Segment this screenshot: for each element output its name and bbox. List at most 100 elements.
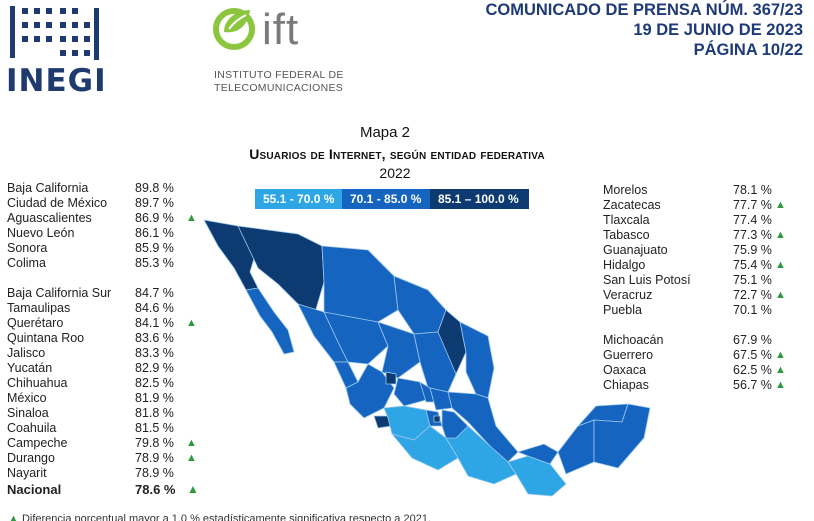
ift-wordmark: ift [262, 5, 300, 54]
state-row: Sonora 85.9 % [7, 241, 207, 256]
ift-leaf-icon [213, 8, 255, 50]
state-value: 84.7 % [135, 286, 174, 300]
state-value: 77.7 % [733, 198, 772, 212]
state-row: Chihuahua 82.5 % [7, 376, 207, 391]
legend-item-mid: 70.1 - 85.0 % [342, 189, 430, 209]
state-value: 81.5 % [135, 421, 174, 435]
state-row: Zacatecas 77.7 % ▲ [603, 198, 803, 213]
state-value: 77.4 % [733, 213, 772, 227]
state-name: Zacatecas [603, 198, 661, 212]
state-value: 85.3 % [135, 256, 174, 270]
state-row: Tlaxcala 77.4 % [603, 213, 803, 228]
state-value: 89.7 % [135, 196, 174, 210]
release-number: COMUNICADO DE PRENSA NÚM. 367/23 [485, 1, 803, 19]
state-row: Tabasco 77.3 % ▲ [603, 228, 803, 243]
map-state-puebla [441, 409, 469, 439]
state-value: 78.9 % [135, 451, 174, 465]
state-value: 75.9 % [733, 243, 772, 257]
state-value: 84.1 % [135, 316, 174, 330]
map-state-chihuahua [321, 245, 399, 323]
map-state-cdmx [433, 415, 441, 423]
state-value: 84.6 % [135, 301, 174, 315]
state-name: Ciudad de México [7, 196, 108, 210]
national-label: Nacional [7, 482, 62, 497]
state-row: Yucatán 82.9 % [7, 361, 207, 376]
map-state-aguascalientes [385, 371, 397, 385]
state-row: Aguascalientes 86.9 % ▲ [7, 211, 207, 226]
national-row: Nacional 78.6 % ▲ [7, 481, 199, 498]
right-group-1: Morelos 78.1 % Zacatecas 77.7 % ▲ Tlaxcala 77.… [603, 183, 803, 318]
map-state-coahuila [393, 275, 447, 335]
state-name: Veracruz [603, 288, 653, 302]
up-triangle-icon: ▲ [186, 437, 197, 449]
state-row: Baja California Sur 84.7 % [7, 286, 207, 301]
state-name: Querétaro [7, 316, 64, 330]
map-label: Mapa 2 [359, 124, 411, 141]
state-value: 67.5 % [733, 348, 772, 362]
state-row: Sinaloa 81.8 % [7, 406, 207, 421]
state-value: 89.8 % [135, 181, 174, 195]
state-value: 75.4 % [733, 258, 772, 272]
state-value: 85.9 % [135, 241, 174, 255]
state-value: 62.5 % [733, 363, 772, 377]
up-triangle-icon: ▲ [775, 379, 786, 391]
national-value: 78.6 % [135, 482, 176, 497]
up-triangle-icon: ▲ [186, 212, 197, 224]
press-release-header: COMUNICADO DE PRENSA NÚM. 367/23 19 DE J… [485, 0, 803, 60]
state-name: Tabasco [603, 228, 650, 242]
map-title-text: Usuarios de Internet, según entidad fede… [249, 146, 545, 162]
state-name: Morelos [603, 183, 648, 197]
state-value: 75.1 % [733, 273, 772, 287]
up-triangle-icon: ▲ [775, 259, 786, 271]
map-state-baja-california-sur [245, 287, 295, 355]
state-name: Sinaloa [7, 406, 49, 420]
state-value: 83.6 % [135, 331, 174, 345]
up-triangle-icon: ▲ [187, 482, 199, 496]
state-row: Morelos 78.1 % [603, 183, 803, 198]
state-name: Tamaulipas [7, 301, 71, 315]
map-year: 2022 [379, 165, 411, 181]
state-name: Chiapas [603, 378, 649, 392]
map-state-guanajuato [393, 377, 427, 407]
map-state-quintana-roo [593, 403, 651, 469]
state-name: Sonora [7, 241, 48, 255]
state-row: Campeche 79.8 % ▲ [7, 436, 207, 451]
ift-logo: ift INSTITUTO FEDERAL DE TELECOMUNICACIO… [210, 2, 350, 94]
state-value: 86.1 % [135, 226, 174, 240]
state-name: Aguascalientes [7, 211, 92, 225]
state-name: Hidalgo [603, 258, 646, 272]
state-row: Guanajuato 75.9 % [603, 243, 803, 258]
inegi-wordmark: INEGI [6, 63, 107, 99]
up-triangle-icon: ▲ [186, 317, 197, 329]
state-value: 81.8 % [135, 406, 174, 420]
state-name: Guanajuato [603, 243, 668, 257]
footnote-text: Diferencia porcentual mayor a 1.0 % esta… [21, 513, 432, 521]
state-name: Durango [7, 451, 55, 465]
right-state-list: Morelos 78.1 % Zacatecas 77.7 % ▲ Tlaxcala 77.… [603, 183, 803, 393]
state-row: Quintana Roo 83.6 % [7, 331, 207, 346]
state-row: Nuevo León 86.1 % [7, 226, 207, 241]
state-value: 78.9 % [135, 466, 174, 480]
state-value: 79.8 % [135, 436, 174, 450]
state-name: Nuevo León [7, 226, 75, 240]
state-name: San Luis Potosí [603, 273, 691, 287]
state-name: Baja California [7, 181, 89, 195]
state-name: Colima [7, 256, 46, 270]
state-row: Colima 85.3 % [7, 256, 207, 271]
state-row: Jalisco 83.3 % [7, 346, 207, 361]
state-row: San Luis Potosí 75.1 % [603, 273, 803, 288]
state-name: Michoacán [603, 333, 664, 347]
state-name: Jalisco [7, 346, 46, 360]
legend-item-low: 55.1 - 70.0 % [255, 189, 342, 209]
state-row: Michoacán 67.9 % [603, 333, 803, 348]
state-row: Durango 78.9 % ▲ [7, 451, 207, 466]
state-row: Baja California 89.8 % [7, 181, 207, 196]
up-triangle-icon: ▲ [775, 349, 786, 361]
state-row: Chiapas 56.7 % ▲ [603, 378, 803, 393]
state-value: 81.9 % [135, 391, 174, 405]
right-group-2: Michoacán 67.9 % Guerrero 67.5 % ▲ Oaxaca 62.5… [603, 333, 803, 393]
ift-name-line2: TELECOMUNICACIONES [214, 82, 344, 94]
up-triangle-icon: ▲ [186, 452, 197, 464]
state-name: Tlaxcala [603, 213, 650, 227]
state-row: Ciudad de México 89.7 % [7, 196, 207, 211]
